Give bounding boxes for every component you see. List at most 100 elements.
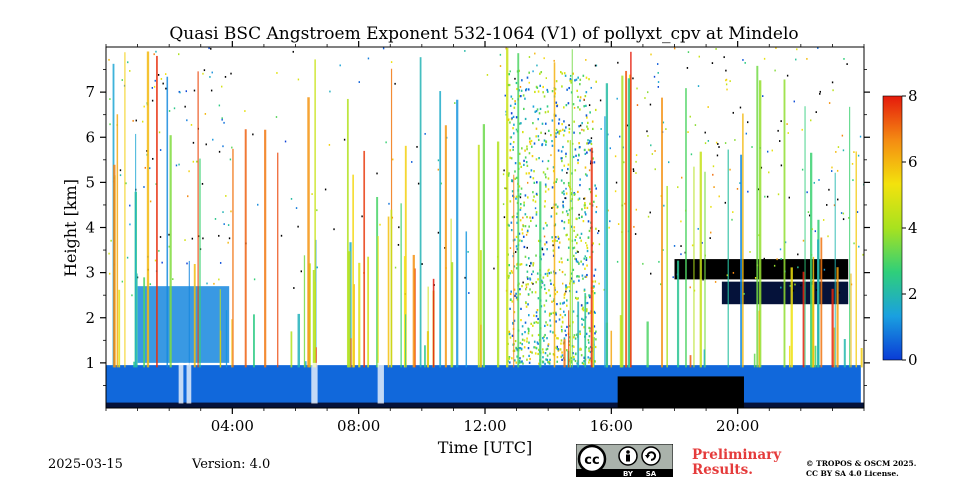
noise-pixel (588, 358, 591, 362)
noise-pixel (158, 131, 161, 134)
noise-pixel (558, 130, 561, 133)
noise-pixel (467, 250, 469, 253)
noise-pixel (519, 293, 521, 296)
noise-pixel (597, 230, 600, 232)
noise-pixel (535, 311, 538, 314)
noise-pixel (565, 104, 568, 107)
region-elevated-layer (137, 286, 230, 363)
noise-pixel (842, 218, 845, 221)
noise-pixel (583, 197, 585, 200)
noise-pixel (574, 359, 577, 363)
noise-pixel (586, 244, 588, 247)
noise-pixel (520, 187, 523, 190)
noise-pixel (660, 283, 662, 286)
noise-pixel (570, 277, 573, 280)
vertical-streak (312, 269, 315, 368)
noise-pixel (707, 140, 710, 142)
noise-pixel (581, 274, 584, 277)
noise-pixel (437, 159, 440, 162)
noise-pixel (547, 188, 550, 191)
noise-pixel (526, 270, 529, 273)
noise-pixel (586, 308, 588, 311)
noise-pixel (578, 275, 580, 278)
noise-pixel (546, 354, 549, 357)
noise-pixel (514, 100, 516, 103)
noise-pixel (339, 64, 341, 67)
noise-pixel (548, 268, 550, 271)
noise-pixel (552, 244, 554, 247)
noise-pixel (382, 47, 385, 50)
noise-pixel (508, 73, 511, 76)
cc-by-sa-license-badge[interactable]: cc BY SA (576, 444, 673, 477)
noise-pixel (853, 242, 855, 245)
noise-pixel (717, 143, 719, 145)
noise-pixel (859, 135, 862, 138)
noise-pixel (647, 135, 649, 137)
noise-pixel (551, 207, 553, 209)
noise-pixel (574, 337, 577, 340)
noise-pixel (201, 182, 204, 185)
noise-pixel (529, 350, 532, 353)
noise-pixel (527, 347, 530, 350)
noise-pixel (536, 86, 539, 89)
noise-pixel (522, 281, 524, 284)
noise-pixel (544, 351, 547, 355)
data-gap (186, 362, 192, 404)
noise-pixel (588, 188, 591, 191)
noise-pixel (552, 311, 555, 315)
noise-pixel (698, 55, 700, 58)
noise-pixel (573, 246, 576, 249)
noise-pixel (583, 288, 586, 291)
noise-pixel (528, 137, 531, 140)
noise-pixel (725, 69, 727, 72)
noise-pixel (587, 220, 590, 223)
noise-pixel (749, 251, 751, 253)
noise-pixel (316, 266, 319, 269)
noise-pixel (515, 292, 517, 295)
colorbar-tick-label: 2 (908, 285, 918, 303)
noise-pixel (588, 229, 591, 233)
noise-pixel (560, 179, 563, 182)
noise-pixel (547, 343, 550, 346)
vertical-streak (477, 144, 480, 368)
noise-pixel (108, 252, 110, 255)
noise-pixel (510, 95, 513, 98)
noise-pixel (184, 239, 186, 242)
noise-pixel (800, 284, 802, 287)
noise-pixel (567, 102, 570, 105)
noise-pixel (512, 127, 514, 130)
noise-pixel (509, 149, 512, 152)
noise-pixel (512, 132, 515, 135)
noise-pixel (591, 120, 594, 123)
noise-pixel (535, 224, 538, 227)
noise-pixel (521, 343, 524, 346)
noise-pixel (297, 78, 300, 81)
noise-pixel (561, 72, 564, 75)
noise-pixel (544, 243, 546, 246)
noise-pixel (623, 161, 625, 164)
noise-pixel (665, 128, 667, 131)
vertical-streak (116, 114, 119, 368)
noise-pixel (520, 319, 522, 322)
copyright-line-2: CC BY SA 4.0 License. (806, 469, 899, 478)
noise-pixel (584, 201, 586, 205)
sa-share-alike-icon (641, 446, 661, 466)
noise-pixel (585, 242, 587, 244)
noise-pixel (530, 145, 533, 148)
noise-pixel (227, 241, 229, 244)
noise-pixel (223, 121, 225, 124)
noise-pixel (731, 218, 733, 221)
vertical-streak (480, 324, 482, 368)
noise-pixel (529, 357, 531, 361)
noise-pixel (525, 305, 528, 308)
noise-pixel (561, 123, 563, 126)
vertical-streak (353, 284, 355, 368)
noise-pixel (555, 101, 558, 104)
noise-pixel (544, 287, 546, 291)
noise-pixel (515, 81, 518, 85)
noise-pixel (542, 85, 545, 89)
noise-pixel (328, 143, 331, 146)
noise-pixel (224, 75, 227, 78)
noise-pixel (657, 81, 660, 83)
noise-pixel (575, 217, 578, 220)
